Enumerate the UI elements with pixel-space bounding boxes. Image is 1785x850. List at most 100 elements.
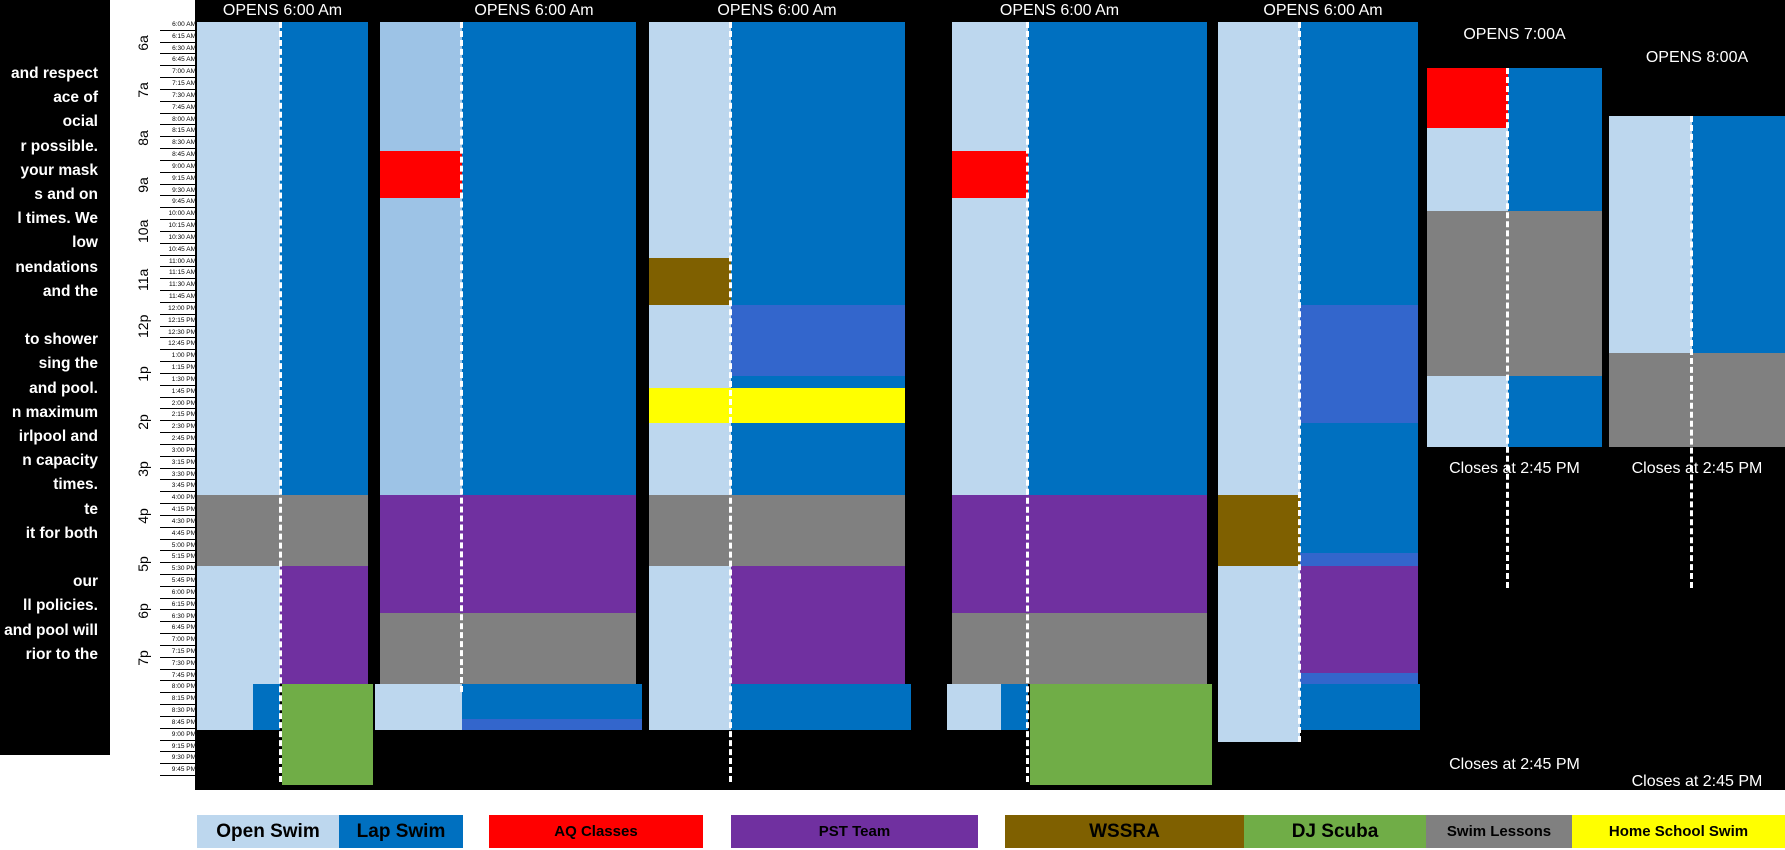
time-slot-label: 6:15 PM [160, 599, 198, 611]
time-slot-label: 6:00 AM [160, 19, 198, 31]
policy-line: and pool. [29, 379, 98, 397]
time-slot-label: 9:45 AM [160, 196, 198, 209]
day-3-wssra [649, 258, 731, 305]
day-2-lap-swim-alt [462, 719, 642, 730]
policy-line: r possible. [20, 137, 98, 155]
time-slot-label: 8:00 PM [160, 681, 198, 694]
time-slot-label: 9:45 PM [160, 764, 198, 777]
hour-label: 7p [135, 650, 151, 666]
hour-label: 10a [135, 219, 151, 244]
policy-line: l times. We [17, 210, 98, 228]
day-3-pst-team [731, 566, 905, 684]
time-slot-label: 4:15 PM [160, 504, 198, 516]
policy-line: times. [53, 476, 98, 494]
day-7-lap-swim [1692, 116, 1785, 353]
policy-panel: and respect ace of ocial r possible. your m… [0, 0, 110, 755]
policy-line: ocial [62, 113, 98, 131]
policy-line: ll policies. [23, 597, 98, 615]
time-slot-label: 12:00 PM [160, 303, 198, 315]
day-4-closes: Closes at 8:45 PM [1004, 790, 1136, 807]
day-6-lane-divider [1506, 68, 1509, 588]
time-slot-label: 6:30 AM [160, 43, 198, 55]
time-slot-label: 5:00 PM [160, 540, 198, 552]
day-2-lap-swim [462, 22, 636, 495]
day-5-closes: Closes at 8:45 PM [1257, 790, 1389, 807]
legend: Open Swim Lap Swim AQ Classes PST Team W… [195, 815, 1785, 848]
time-slot-label: 12:30 PM [160, 327, 198, 339]
day-4-pst-team [952, 495, 1207, 613]
time-slot-label: 7:15 AM [160, 78, 198, 90]
time-slot-label: 9:00 AM [160, 161, 198, 173]
day-3-lane-divider [729, 22, 732, 782]
day-1-closes: Closes at 8:45 PM [217, 790, 348, 807]
day-4-opens: OPENS 6:00 Am [999, 2, 1120, 19]
time-slot-label: 11:45 AM [160, 291, 198, 303]
time-slot-label: 8:30 AM [160, 137, 198, 150]
day-2-swim-lessons [380, 613, 636, 684]
time-slot-label: 10:30 AM [160, 232, 198, 244]
time-slot-label: 1:00 PM [160, 350, 198, 363]
time-slot-label: 4:30 PM [160, 516, 198, 528]
time-slot-label: 9:00 PM [160, 729, 198, 741]
policy-line: te [84, 500, 98, 518]
day-1-open-swim-evening [197, 566, 280, 684]
time-slot-label: 7:15 PM [160, 646, 198, 658]
day-1-lap-swim-late [253, 684, 280, 730]
time-slot-label: 3:30 PM [160, 469, 198, 481]
time-slot-label: 3:15 PM [160, 457, 198, 469]
time-slot-label: 6:45 PM [160, 622, 198, 635]
day-5-wssra [1218, 495, 1300, 566]
time-slot-label: 5:15 PM [160, 551, 198, 564]
day-6-opens: OPENS 7:00A [1463, 26, 1566, 43]
time-slot-label: 8:00 AM [160, 114, 198, 126]
policy-line: your mask [20, 161, 98, 179]
time-slot-label: 8:45 AM [160, 149, 198, 161]
time-slot-label: 12:15 PM [160, 315, 198, 327]
legend-open-swim: Open Swim [197, 815, 339, 848]
time-slot-label: 3:45 PM [160, 480, 198, 493]
time-slot-label: 9:30 AM [160, 185, 198, 197]
policy-line: n capacity [22, 452, 98, 470]
day-6-open-swim-after [1427, 376, 1508, 447]
time-slot-label: 8:15 AM [160, 125, 198, 138]
day-5-lap-swim-alt-2 [1300, 553, 1418, 566]
day-3-opens: OPENS 6:00 Am [717, 2, 837, 19]
day-6-lap-swim [1508, 68, 1602, 211]
policy-line: rior to the [25, 645, 98, 663]
day-4-open-swim-late [947, 684, 1001, 730]
policy-line: low [72, 234, 98, 252]
day-5-open-swim [1218, 22, 1300, 495]
time-slot-label: 8:45 PM [160, 717, 198, 729]
day-7-opens: OPENS 8:00A [1645, 49, 1749, 66]
time-slot-label: 2:45 PM [160, 433, 198, 445]
time-slot-label: 9:15 AM [160, 173, 198, 185]
policy-text: and respect ace of ocial r possible. your m… [0, 0, 110, 755]
hour-label: 6a [135, 35, 151, 51]
day-5-open-swim-evening [1218, 566, 1300, 742]
day-2-aq-classes [380, 151, 462, 198]
day-5-lap-swim [1300, 22, 1418, 305]
policy-line: irlpool and [18, 428, 98, 445]
day-4-lap-swim-late [1001, 684, 1028, 730]
day-3-lap-swim-alt [731, 305, 905, 376]
legend-swim-lessons: Swim Lessons [1426, 815, 1572, 848]
hour-label: 12p [135, 314, 151, 338]
day-3-lap-swim-mid [731, 376, 905, 388]
day-2-lap-swim-late [462, 684, 642, 719]
day-1-open-swim-late [197, 684, 253, 730]
policy-line: it for both [25, 524, 98, 542]
time-slot-label: 3:00 PM [160, 445, 198, 457]
day-4-lane-divider [1026, 22, 1029, 782]
day-2-open-swim-late [375, 684, 462, 730]
day-5-lap-swim-after [1300, 423, 1418, 553]
time-slot-label: 6:30 PM [160, 611, 198, 623]
day-5-pst-team [1300, 566, 1418, 673]
hour-label: 6p [135, 603, 151, 619]
policy-line: s and on [34, 186, 98, 203]
time-slot-label: 2:30 PM [160, 421, 198, 434]
time-slot-label: 5:45 PM [160, 575, 198, 587]
time-slot-label: 4:00 PM [160, 492, 198, 505]
hour-label: 8a [135, 129, 151, 146]
day-2-closes: Closes at 8:45 PM [442, 790, 574, 807]
time-slot-label: 11:30 AM [160, 279, 198, 292]
